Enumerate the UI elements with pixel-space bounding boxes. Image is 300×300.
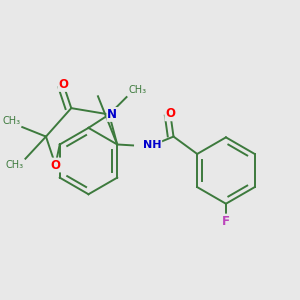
Text: O: O [58,78,68,91]
Text: CH₃: CH₃ [128,85,146,95]
Text: O: O [50,158,61,172]
Text: F: F [222,214,230,228]
Text: CH₃: CH₃ [3,116,21,126]
Text: CH₃: CH₃ [6,160,24,170]
Text: O: O [165,107,175,120]
Text: N: N [107,108,117,121]
Text: NH: NH [143,140,161,150]
